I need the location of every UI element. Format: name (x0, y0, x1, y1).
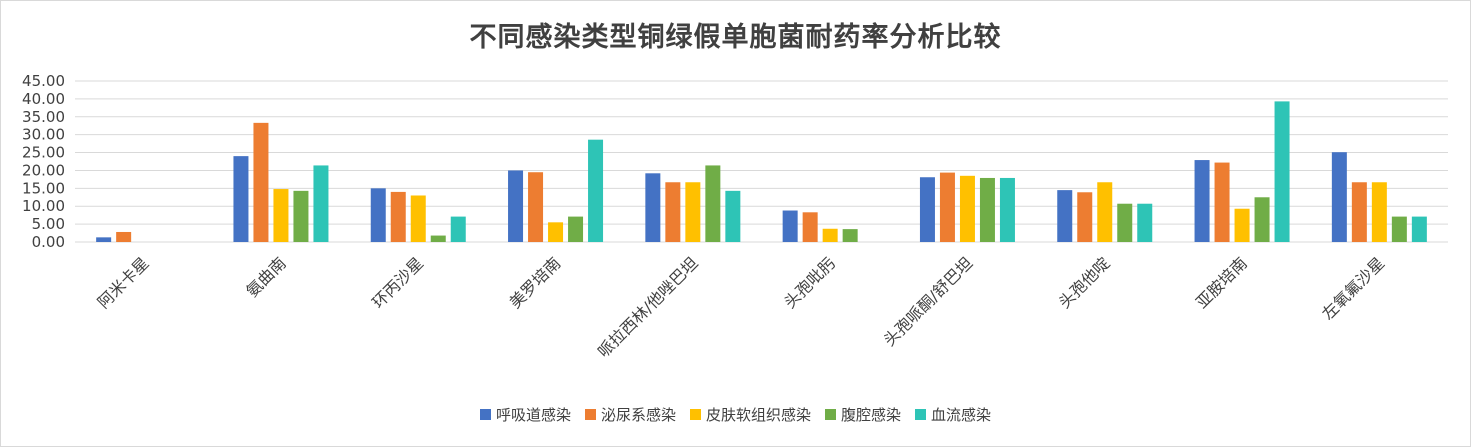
bar-1-5 (645, 173, 661, 242)
bar-2-3 (390, 191, 406, 242)
bar-2-5 (665, 182, 681, 242)
legend-item: 泌尿系感染 (584, 404, 676, 425)
bar-3-9 (1234, 208, 1250, 242)
bar-4-6 (842, 229, 858, 242)
bar-1-4 (508, 170, 524, 242)
bar-3-6 (822, 228, 838, 242)
bar-3-5 (685, 182, 701, 242)
bar-2-7 (939, 172, 955, 242)
legend-label: 呼吸道感染 (495, 406, 571, 424)
legend-item: 皮肤软组织感染 (689, 404, 811, 425)
bar-5-8 (1137, 203, 1153, 242)
x-tick-label: 美罗培南 (506, 253, 565, 312)
legend-swatch (915, 409, 927, 420)
legend-label: 皮肤软组织感染 (705, 406, 811, 424)
legend-swatch (689, 409, 701, 420)
bar-2-6 (802, 212, 818, 242)
y-tick-label: 15.00 (22, 179, 65, 197)
bar-5-5 (725, 190, 741, 242)
bar-3-2 (273, 189, 289, 242)
bar-4-2 (293, 190, 309, 242)
bar-3-4 (548, 222, 564, 242)
x-tick-label: 头孢哌酮/舒巴坦 (880, 253, 976, 349)
chart-legend: 呼吸道感染 泌尿系感染 皮肤软组织感染 腹腔感染 血流感染 (1, 404, 1470, 425)
y-tick-label: 45.00 (22, 72, 65, 90)
bar-3-7 (959, 175, 975, 242)
bar-4-10 (1391, 216, 1407, 242)
bar-1-6 (782, 210, 798, 242)
bar-4-5 (705, 165, 721, 242)
bar-1-10 (1331, 152, 1347, 242)
y-tick-label: 30.00 (22, 126, 65, 144)
bar-2-8 (1077, 192, 1093, 242)
bar-1-3 (370, 188, 386, 242)
x-tick-label: 头孢吡肟 (780, 253, 839, 312)
x-tick-label: 亚胺培南 (1192, 253, 1251, 312)
bar-3-10 (1371, 182, 1387, 242)
y-tick-label: 25.00 (22, 144, 65, 162)
bar-1-9 (1194, 160, 1210, 242)
legend-item: 呼吸道感染 (479, 404, 571, 425)
bar-4-3 (430, 235, 446, 242)
legend-swatch (479, 409, 491, 420)
bar-5-4 (588, 139, 604, 242)
bar-4-7 (979, 177, 995, 242)
chart-title: 不同感染类型铜绿假单胞菌耐药率分析比较 (469, 22, 1002, 53)
legend-item: 血流感染 (915, 404, 991, 425)
legend-label: 泌尿系感染 (600, 406, 676, 424)
legend-swatch (825, 409, 836, 420)
y-tick-label: 10.00 (22, 197, 65, 215)
x-tick-label: 哌拉西林/他唑巴坦 (594, 253, 702, 361)
bar-2-9 (1214, 162, 1230, 242)
bar-1-1 (96, 237, 112, 242)
bar-5-3 (450, 216, 466, 242)
bar-5-2 (313, 165, 329, 242)
bar-2-2 (253, 122, 269, 242)
bar-1-8 (1057, 190, 1073, 242)
x-tick-label: 阿米卡星 (94, 253, 153, 312)
y-tick-label: 0.00 (32, 233, 65, 251)
x-tick-label: 左氧氟沙星 (1318, 253, 1388, 323)
bar-5-7 (999, 177, 1015, 242)
bar-4-9 (1254, 197, 1270, 242)
legend-swatch (584, 409, 596, 420)
legend-label: 血流感染 (931, 406, 992, 424)
bar-5-9 (1274, 101, 1290, 242)
bar-1-2 (233, 156, 249, 242)
bar-3-3 (410, 195, 426, 242)
bar-2-4 (528, 172, 544, 242)
y-tick-label: 40.00 (22, 90, 65, 108)
bar-3-8 (1097, 182, 1113, 242)
y-tick-label: 20.00 (22, 161, 65, 179)
x-tick-label: 氨曲南 (242, 253, 289, 300)
x-tick-label: 头孢他啶 (1055, 253, 1114, 312)
bar-5-10 (1411, 216, 1427, 242)
bar-4-4 (568, 216, 584, 242)
x-tick-label: 环丙沙星 (368, 253, 427, 312)
bar-2-10 (1351, 182, 1367, 242)
bar-4-8 (1117, 203, 1133, 242)
y-tick-label: 5.00 (32, 215, 65, 233)
legend-label: 腹腔感染 (841, 406, 902, 424)
legend-item: 腹腔感染 (825, 404, 901, 425)
bar-2-1 (116, 231, 132, 242)
y-tick-label: 35.00 (22, 108, 65, 126)
bar-1-7 (919, 177, 935, 242)
